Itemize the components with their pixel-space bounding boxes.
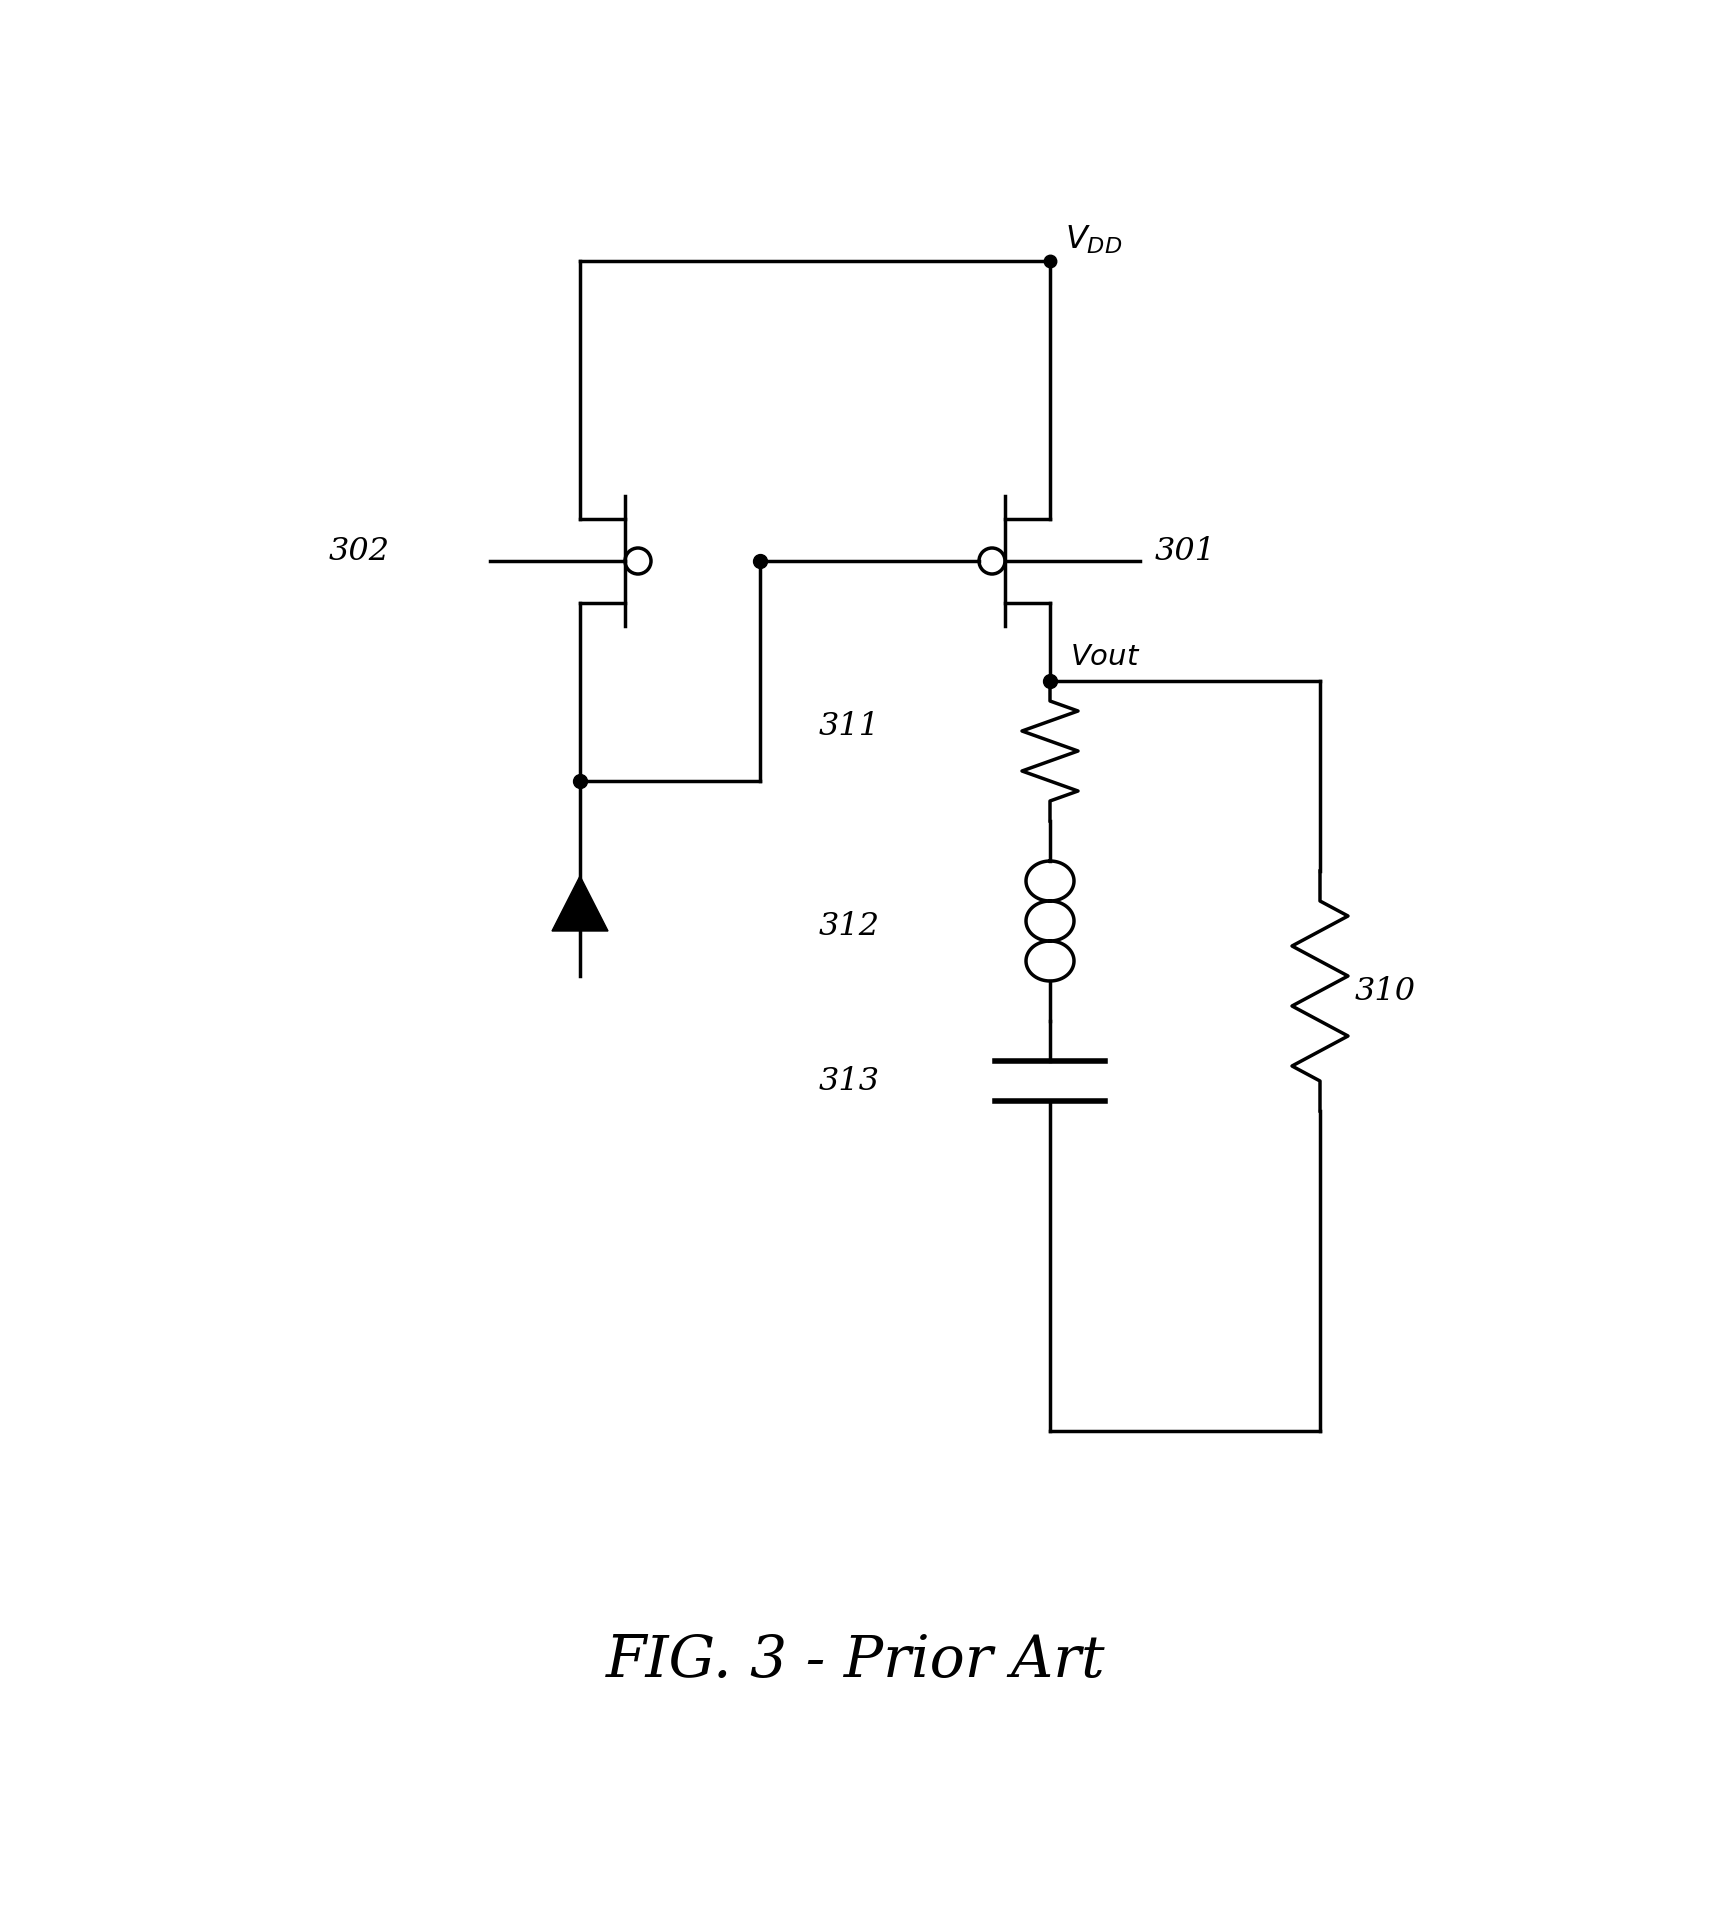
Text: 302: 302 [329,535,390,566]
Text: FIG. 3 - Prior Art: FIG. 3 - Prior Art [606,1632,1106,1689]
Text: 313: 313 [818,1066,880,1097]
Text: 312: 312 [818,910,880,942]
Text: 311: 311 [818,711,880,741]
Text: 310: 310 [1354,975,1416,1007]
Text: $Vout$: $Vout$ [1070,642,1140,671]
Text: $V_{DD}$: $V_{DD}$ [1065,224,1123,256]
Text: 301: 301 [1156,535,1216,566]
Polygon shape [551,875,608,931]
